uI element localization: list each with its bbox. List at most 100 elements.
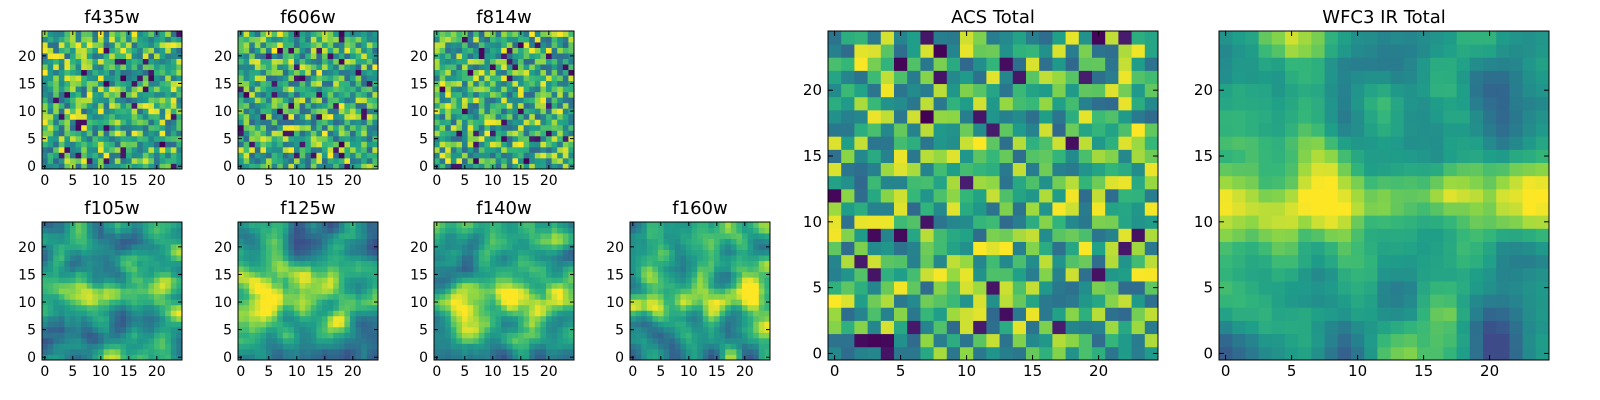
- heatmap-cell: [361, 58, 368, 65]
- heatmap-cell: [333, 332, 340, 339]
- heatmap-cell: [338, 141, 345, 148]
- heatmap-cell: [266, 86, 272, 93]
- heatmap-cell: [310, 249, 317, 256]
- heatmap-cell: [758, 304, 765, 311]
- heatmap-cell: [568, 97, 575, 104]
- heatmap-cell: [501, 354, 508, 361]
- heatmap-cell: [495, 108, 502, 115]
- heatmap-cell: [254, 288, 261, 295]
- heatmap-cell: [159, 141, 166, 148]
- heatmap-cell: [294, 102, 300, 109]
- heatmap-cell: [75, 249, 82, 256]
- heatmap-cell: [243, 91, 250, 98]
- heatmap-cell: [1092, 307, 1106, 321]
- heatmap-cell: [986, 254, 1000, 269]
- heatmap-cell: [445, 124, 452, 131]
- heatmap-cell: [114, 124, 121, 131]
- heatmap-cell: [316, 299, 323, 306]
- heatmap-cell: [350, 86, 356, 93]
- heatmap-cell: [946, 307, 961, 321]
- heatmap-cell: [551, 348, 558, 355]
- heatmap-cell: [641, 271, 648, 278]
- heatmap-cell: [42, 227, 48, 234]
- heatmap-cell: [75, 326, 82, 333]
- heatmap-cell: [249, 75, 256, 82]
- heatmap-cell: [506, 86, 513, 93]
- heatmap-cell: [42, 260, 48, 267]
- heatmap-cell: [58, 282, 65, 289]
- heatmap-cell: [361, 354, 368, 361]
- heatmap-cell: [686, 282, 692, 289]
- heatmap-cell: [114, 108, 121, 115]
- heatmap-cell: [109, 299, 116, 306]
- heatmap-cell: [568, 124, 575, 131]
- heatmap-cell: [53, 343, 60, 350]
- heatmap-cell: [249, 141, 256, 148]
- heatmap-cell: [708, 249, 715, 256]
- heatmap-cell: [316, 53, 323, 59]
- heatmap-cell: [58, 343, 65, 350]
- heatmap-cell: [243, 277, 250, 284]
- heatmap-cell: [562, 315, 569, 322]
- heatmap-cell: [137, 332, 144, 339]
- heatmap-cell: [114, 163, 121, 170]
- heatmap-cell: [691, 233, 698, 239]
- heatmap-cell: [478, 244, 485, 250]
- heatmap-cell: [562, 42, 569, 48]
- heatmap-cell: [1144, 267, 1159, 282]
- heatmap-cell: [254, 315, 261, 322]
- heatmap-cell: [462, 326, 468, 333]
- heatmap-cell: [316, 42, 323, 48]
- heatmap-cell: [546, 75, 552, 82]
- heatmap-cell: [142, 321, 149, 328]
- heatmap-cell: [266, 102, 272, 109]
- heatmap-cell: [680, 354, 687, 361]
- heatmap-cell: [64, 130, 71, 137]
- heatmap-cell: [747, 343, 754, 350]
- heatmap-cell: [366, 102, 373, 109]
- heatmap-cell: [148, 354, 155, 361]
- heatmap-cell: [294, 113, 300, 120]
- heatmap-cell: [506, 119, 513, 126]
- heatmap-cell: [462, 299, 468, 306]
- heatmap-cell: [165, 108, 172, 115]
- heatmap-cell: [154, 249, 160, 256]
- heatmap-cell: [473, 310, 480, 317]
- heatmap-cell: [568, 113, 575, 120]
- heatmap-cell: [165, 75, 172, 82]
- heatmap-cell: [282, 69, 289, 76]
- heatmap-cell: [484, 135, 491, 142]
- heatmap-cell: [568, 249, 575, 256]
- heatmap-cell: [841, 281, 855, 295]
- heatmap-cell: [512, 282, 519, 289]
- heatmap-cell: [327, 315, 334, 322]
- heatmap-cell: [462, 266, 468, 273]
- heatmap-cell: [159, 108, 166, 115]
- heatmap-cell: [266, 293, 272, 300]
- heatmap-cell: [1144, 307, 1159, 321]
- heatmap-cell: [434, 321, 440, 328]
- heatmap-cell: [730, 288, 737, 295]
- heatmap-cell: [450, 53, 457, 59]
- heatmap-cell: [512, 238, 519, 245]
- heatmap-cell: [176, 266, 183, 273]
- heatmap-cell: [120, 260, 127, 267]
- heatmap-cell: [372, 282, 379, 289]
- heatmap-cell: [484, 271, 491, 278]
- heatmap-cell: [933, 215, 948, 229]
- heatmap-cell: [686, 299, 692, 306]
- heatmap-cell: [58, 53, 65, 59]
- heatmap-cell: [747, 310, 754, 317]
- heatmap-cell: [344, 249, 351, 256]
- heatmap-cell: [137, 271, 144, 278]
- heatmap-cell: [86, 102, 93, 109]
- heatmap-cell: [260, 47, 267, 54]
- heatmap-cell: [495, 152, 502, 159]
- heatmap-cell: [316, 141, 323, 148]
- heatmap-cell: [109, 108, 116, 115]
- heatmap-cell: [58, 244, 65, 250]
- heatmap-cell: [686, 227, 692, 234]
- heatmap-cell: [960, 162, 974, 177]
- heatmap-cell: [742, 293, 748, 300]
- heatmap-cell: [450, 146, 457, 153]
